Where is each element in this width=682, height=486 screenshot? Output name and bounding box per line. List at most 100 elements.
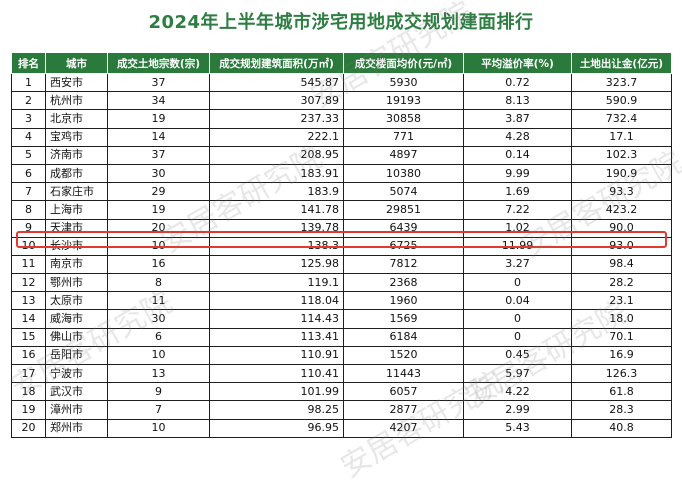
floor-area-cell: 110.91 xyxy=(209,345,344,366)
land-revenue-cell: 17.1 xyxy=(571,127,672,147)
premium-rate-cell: 2.99 xyxy=(463,400,572,420)
floor-area-cell: 125.98 xyxy=(209,254,344,275)
city-cell: 宝鸡市 xyxy=(45,127,108,147)
avg-price-cell: 30858 xyxy=(343,109,464,129)
table-row: 20 郑州市 10 96.95 4207 5.43 40.8 xyxy=(11,418,672,438)
land-revenue-cell: 323.7 xyxy=(571,72,672,93)
table-row: 18 武汉市 9 101.99 6057 4.22 61.8 xyxy=(11,382,672,402)
rank-cell: 7 xyxy=(11,182,46,202)
land-revenue-cell: 732.4 xyxy=(571,109,672,129)
rank-cell: 16 xyxy=(11,345,46,366)
land-revenue-cell: 93.3 xyxy=(571,182,672,202)
land-revenue-cell: 93.0 xyxy=(571,236,672,256)
rank-cell: 1 xyxy=(11,72,46,93)
table-row: 6 成都市 30 183.91 10380 9.99 190.9 xyxy=(11,163,672,184)
premium-rate-cell: 8.13 xyxy=(463,91,572,111)
table-row: 13 太原市 11 118.04 1960 0.04 23.1 xyxy=(11,291,672,311)
table-row: 3 北京市 19 237.33 30858 3.87 732.4 xyxy=(11,109,672,129)
rank-cell: 10 xyxy=(11,236,46,256)
table-row: 11 南京市 16 125.98 7812 3.27 98.4 xyxy=(11,254,672,275)
table-row: 5 济南市 37 208.95 4897 0.14 102.3 xyxy=(11,145,672,165)
table-row: 17 宁波市 13 110.41 11443 5.97 126.3 xyxy=(11,363,672,384)
land-count-cell: 10 xyxy=(107,418,210,438)
rank-cell: 6 xyxy=(11,163,46,184)
city-cell: 成都市 xyxy=(45,163,108,184)
city-cell: 威海市 xyxy=(45,309,108,329)
premium-rate-cell: 0 xyxy=(463,327,572,347)
table-header-row: 排名 城市 成交土地宗数(宗) 成交规划建筑面积(万㎡) 成交楼面均价(元/㎡) 平均溢价… xyxy=(11,52,672,74)
land-revenue-cell: 40.8 xyxy=(571,418,672,438)
floor-area-cell: 237.33 xyxy=(209,109,344,129)
city-cell: 南京市 xyxy=(45,254,108,275)
floor-area-cell: 101.99 xyxy=(209,382,344,402)
land-revenue-cell: 16.9 xyxy=(571,345,672,366)
premium-rate-cell: 3.87 xyxy=(463,109,572,129)
table-row: 8 上海市 19 141.78 29851 7.22 423.2 xyxy=(11,200,672,220)
land-revenue-cell: 70.1 xyxy=(571,327,672,347)
premium-rate-cell: 7.22 xyxy=(463,200,572,220)
city-cell: 岳阳市 xyxy=(45,345,108,366)
premium-rate-cell: 5.43 xyxy=(463,418,572,438)
city-cell: 济南市 xyxy=(45,145,108,165)
land-revenue-cell: 61.8 xyxy=(571,382,672,402)
premium-rate-cell: 11.99 xyxy=(463,236,572,256)
column-header: 成交土地宗数(宗) xyxy=(107,52,210,74)
land-count-cell: 13 xyxy=(107,363,210,384)
avg-price-cell: 5930 xyxy=(343,72,464,93)
land-count-cell: 19 xyxy=(107,109,210,129)
floor-area-cell: 138.3 xyxy=(209,236,344,256)
premium-rate-cell: 5.97 xyxy=(463,363,572,384)
floor-area-cell: 141.78 xyxy=(209,200,344,220)
premium-rate-cell: 0.04 xyxy=(463,291,572,311)
city-cell: 上海市 xyxy=(45,200,108,220)
land-count-cell: 9 xyxy=(107,382,210,402)
ranking-table: 排名 城市 成交土地宗数(宗) 成交规划建筑面积(万㎡) 成交楼面均价(元/㎡) 平均溢价… xyxy=(11,52,672,438)
table-row: 10 长沙市 10 138.3 6725 11.99 93.0 xyxy=(11,236,672,256)
avg-price-cell: 6439 xyxy=(343,218,464,238)
premium-rate-cell: 3.27 xyxy=(463,254,572,275)
city-cell: 天津市 xyxy=(45,218,108,238)
land-revenue-cell: 98.4 xyxy=(571,254,672,275)
table-row: 15 佛山市 6 113.41 6184 0 70.1 xyxy=(11,327,672,347)
floor-area-cell: 114.43 xyxy=(209,309,344,329)
table-row: 9 天津市 20 139.78 6439 1.02 90.0 xyxy=(11,218,672,238)
floor-area-cell: 139.78 xyxy=(209,218,344,238)
land-revenue-cell: 28.2 xyxy=(571,273,672,293)
premium-rate-cell: 0.72 xyxy=(463,72,572,93)
rank-cell: 9 xyxy=(11,218,46,238)
city-cell: 佛山市 xyxy=(45,327,108,347)
premium-rate-cell: 4.22 xyxy=(463,382,572,402)
column-header: 排名 xyxy=(11,52,46,74)
floor-area-cell: 113.41 xyxy=(209,327,344,347)
table-body: 1 西安市 37 545.87 5930 0.72 323.7 2 杭州市 34 307.89 191… xyxy=(11,72,672,438)
rank-cell: 2 xyxy=(11,91,46,111)
avg-price-cell: 1960 xyxy=(343,291,464,311)
avg-price-cell: 1569 xyxy=(343,309,464,329)
floor-area-cell: 110.41 xyxy=(209,363,344,384)
table-row: 1 西安市 37 545.87 5930 0.72 323.7 xyxy=(11,72,672,93)
land-count-cell: 29 xyxy=(107,182,210,202)
premium-rate-cell: 0 xyxy=(463,309,572,329)
land-revenue-cell: 23.1 xyxy=(571,291,672,311)
premium-rate-cell: 1.69 xyxy=(463,182,572,202)
land-count-cell: 16 xyxy=(107,254,210,275)
page-title: 2024年上半年城市涉宅用地成交规划建面排行 xyxy=(148,12,534,33)
land-revenue-cell: 590.9 xyxy=(571,91,672,111)
land-count-cell: 11 xyxy=(107,291,210,311)
column-header: 土地出让金(亿元) xyxy=(571,52,672,74)
table-row: 14 威海市 30 114.43 1569 0 18.0 xyxy=(11,309,672,329)
city-cell: 长沙市 xyxy=(45,236,108,256)
land-count-cell: 10 xyxy=(107,345,210,366)
avg-price-cell: 6725 xyxy=(343,236,464,256)
rank-cell: 15 xyxy=(11,327,46,347)
land-count-cell: 7 xyxy=(107,400,210,420)
floor-area-cell: 222.1 xyxy=(209,127,344,147)
table-row: 16 岳阳市 10 110.91 1520 0.45 16.9 xyxy=(11,345,672,366)
table-row: 19 漳州市 7 98.25 2877 2.99 28.3 xyxy=(11,400,672,420)
premium-rate-cell: 0.14 xyxy=(463,145,572,165)
land-revenue-cell: 102.3 xyxy=(571,145,672,165)
city-cell: 郑州市 xyxy=(45,418,108,438)
rank-cell: 17 xyxy=(11,363,46,384)
table-row: 7 石家庄市 29 183.9 5074 1.69 93.3 xyxy=(11,182,672,202)
column-header: 成交规划建筑面积(万㎡) xyxy=(209,52,344,74)
